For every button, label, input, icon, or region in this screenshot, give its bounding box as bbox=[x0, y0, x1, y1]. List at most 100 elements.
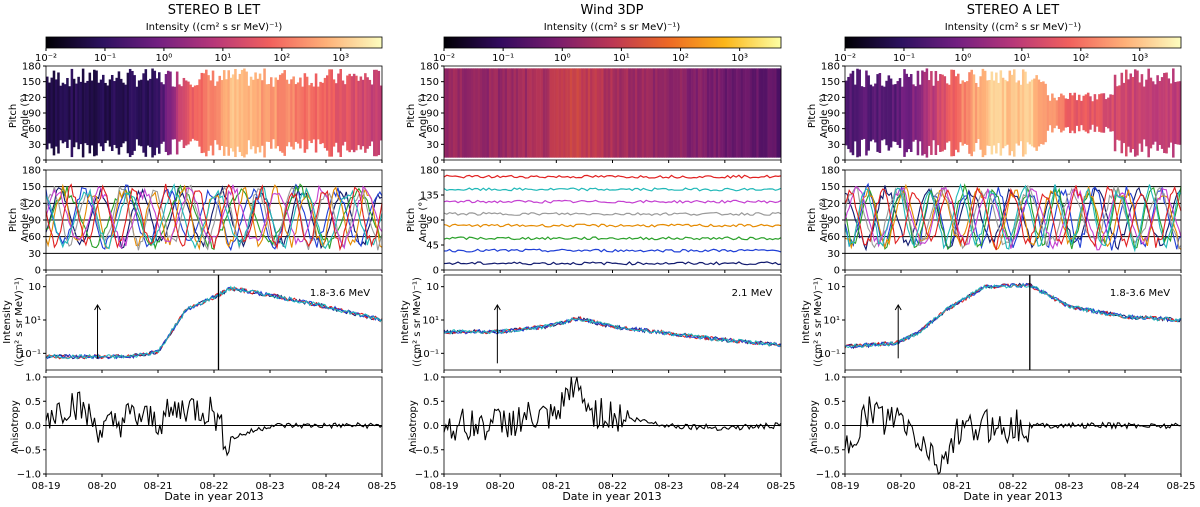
pa-tick-label: 150 bbox=[821, 77, 840, 88]
heatmap-cell bbox=[183, 78, 186, 148]
heatmap-cell bbox=[342, 81, 345, 146]
heatmap-cell bbox=[867, 75, 870, 150]
colorbar-label: Intensity ((cm² s sr MeV)⁻¹) bbox=[146, 22, 283, 33]
heatmap-cell bbox=[339, 69, 342, 157]
pa-ylabel-1: Pitch bbox=[8, 208, 19, 232]
heatmap-cell bbox=[772, 68, 775, 157]
heatmap-cell bbox=[723, 68, 726, 157]
heatmap-cell bbox=[736, 68, 739, 157]
heatmap-cell bbox=[968, 72, 971, 154]
heatmap-cell bbox=[319, 82, 322, 144]
heatmap-cell bbox=[966, 81, 969, 145]
heatmap-cell bbox=[586, 68, 589, 157]
heatmap-cell bbox=[651, 68, 654, 157]
heatmap-cell bbox=[774, 68, 777, 157]
heatmap-cell bbox=[232, 74, 235, 151]
heatmap-cell bbox=[725, 68, 728, 157]
heatmap-cell bbox=[252, 80, 255, 146]
colorbar-tick-label: 10⁻¹ bbox=[492, 53, 514, 64]
heatmap-cell bbox=[944, 76, 947, 150]
heatmap-cell bbox=[1114, 75, 1117, 152]
aniso-tick-label: 1.0 bbox=[25, 373, 41, 384]
heatmap-cell bbox=[590, 68, 593, 157]
heatmap-cell bbox=[635, 68, 638, 157]
heatmap-cell bbox=[364, 73, 367, 153]
heatmap-cell bbox=[1031, 80, 1034, 147]
heatmap-cell bbox=[502, 68, 505, 157]
heatmap-cell bbox=[453, 68, 456, 157]
heatmap-cell bbox=[48, 83, 51, 144]
int-ylabel-1: Intensity bbox=[801, 300, 812, 344]
pa-tick-label: 180 bbox=[420, 166, 439, 177]
heatmap-cell bbox=[1123, 83, 1126, 143]
heatmap-cell bbox=[693, 68, 696, 157]
heatmap-cell bbox=[263, 69, 266, 158]
colorbar-tick-label: 10² bbox=[273, 53, 290, 64]
heatmap-cell bbox=[154, 71, 157, 155]
heatmap-cell bbox=[1009, 71, 1012, 156]
heatmap-cell bbox=[937, 81, 940, 145]
heatmap-cell bbox=[768, 68, 771, 157]
aniso-tick-label: 0.5 bbox=[423, 397, 439, 408]
int-tick-label: 10¹ bbox=[823, 316, 840, 327]
heatmap-cell bbox=[861, 86, 864, 140]
heatmap-cell bbox=[475, 68, 478, 157]
heatmap-cell bbox=[194, 86, 197, 141]
heatmap-cell bbox=[750, 68, 753, 157]
heatmap-cell bbox=[961, 80, 964, 145]
heatmap-cell bbox=[572, 68, 575, 157]
heatmap-cell bbox=[366, 77, 369, 149]
heatmap-cell bbox=[727, 68, 730, 157]
heatmap-cell bbox=[874, 84, 877, 143]
heatmap-cell bbox=[756, 68, 759, 157]
heatmap-cell bbox=[77, 77, 80, 149]
heatmap-cell bbox=[362, 80, 365, 146]
heatmap-cell bbox=[888, 75, 891, 150]
heatmap-cell bbox=[111, 75, 114, 151]
heatmap-cell bbox=[959, 84, 962, 142]
heatmap-cell bbox=[248, 86, 251, 141]
heatmap-cell bbox=[745, 68, 748, 157]
heatmap-cell bbox=[254, 72, 257, 153]
aniso-tick-label: −1.0 bbox=[816, 470, 840, 481]
heatmap-cell bbox=[496, 68, 499, 157]
colorbar-tick-label: 10² bbox=[1072, 53, 1089, 64]
heatmap-cell bbox=[1038, 80, 1041, 147]
heatmap-cell bbox=[709, 68, 712, 157]
heatmap-cell bbox=[95, 71, 98, 156]
int-tick-label: 10⁳ bbox=[28, 282, 41, 293]
heatmap-cell bbox=[1125, 70, 1128, 157]
heatmap-cell bbox=[369, 80, 372, 146]
aniso-tick-label: −1.0 bbox=[415, 470, 439, 481]
heatmap-cell bbox=[1006, 81, 1009, 145]
heatmap-cell bbox=[617, 68, 620, 157]
heatmap-cell bbox=[1026, 84, 1029, 143]
heatmap-cell bbox=[1058, 97, 1061, 129]
heatmap-cell bbox=[991, 72, 994, 155]
heatmap-cell bbox=[1040, 82, 1043, 144]
heatmap-cell bbox=[346, 76, 349, 151]
heatmap-cell bbox=[1042, 81, 1045, 144]
date-tick-label: 08-20 bbox=[886, 481, 915, 492]
heatmap-cell bbox=[747, 68, 750, 157]
heatmap-cell bbox=[306, 77, 309, 150]
heatmap-cell bbox=[1011, 75, 1014, 151]
pa-tick-label: 90 bbox=[426, 216, 439, 227]
heatmap-cell bbox=[514, 68, 517, 157]
heatmap-cell bbox=[140, 80, 143, 146]
heatmap-cell bbox=[1076, 100, 1079, 126]
heatmap-cell bbox=[847, 77, 850, 149]
heatmap-cell bbox=[210, 80, 213, 145]
heatmap-cell bbox=[487, 68, 490, 157]
date-tick-label: 08-21 bbox=[542, 481, 571, 492]
heatmap-cell bbox=[1096, 99, 1099, 126]
heatmap-cell bbox=[1143, 87, 1146, 140]
heatmap-cell bbox=[489, 68, 492, 157]
colorbar bbox=[444, 37, 781, 48]
heatmap-cell bbox=[664, 68, 667, 157]
heatmap-cell bbox=[192, 87, 195, 139]
heatmap-cell bbox=[1060, 94, 1063, 133]
aniso-tick-label: 0.0 bbox=[25, 421, 41, 432]
pitch-angle-series bbox=[444, 200, 781, 203]
heatmap-cell bbox=[577, 68, 580, 157]
